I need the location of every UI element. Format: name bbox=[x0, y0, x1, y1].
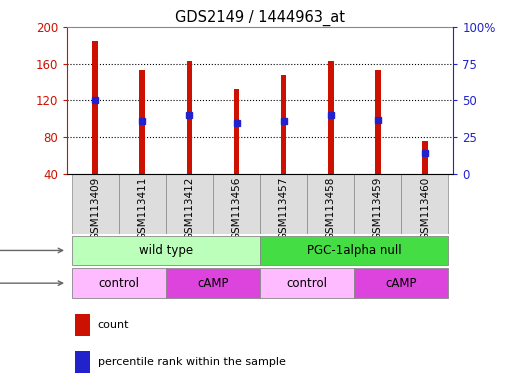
Text: wild type: wild type bbox=[139, 244, 193, 257]
Text: cAMP: cAMP bbox=[386, 276, 417, 290]
Title: GDS2149 / 1444963_at: GDS2149 / 1444963_at bbox=[175, 9, 345, 25]
Bar bbox=[72, 174, 119, 234]
Bar bbox=[401, 174, 449, 234]
Text: control: control bbox=[98, 276, 139, 290]
Text: count: count bbox=[98, 320, 129, 331]
Text: percentile rank within the sample: percentile rank within the sample bbox=[98, 357, 286, 367]
Text: GSM113457: GSM113457 bbox=[279, 177, 288, 240]
Text: GSM113409: GSM113409 bbox=[90, 177, 100, 240]
Bar bbox=[213, 174, 260, 234]
Bar bbox=[140, 70, 145, 174]
Text: PGC-1alpha null: PGC-1alpha null bbox=[307, 244, 402, 257]
Bar bbox=[186, 61, 192, 174]
Bar bbox=[119, 174, 166, 234]
Text: cAMP: cAMP bbox=[197, 276, 229, 290]
Text: GSM113459: GSM113459 bbox=[373, 177, 383, 240]
Text: control: control bbox=[287, 276, 328, 290]
Text: GSM113456: GSM113456 bbox=[232, 177, 242, 240]
Text: GSM113411: GSM113411 bbox=[138, 177, 147, 240]
Text: GSM113460: GSM113460 bbox=[420, 177, 430, 240]
Bar bbox=[234, 89, 239, 174]
Bar bbox=[75, 314, 90, 336]
Text: genotype/variation: genotype/variation bbox=[0, 245, 63, 255]
Bar bbox=[422, 141, 428, 174]
Text: GSM113458: GSM113458 bbox=[325, 177, 336, 240]
Bar bbox=[354, 174, 401, 234]
Bar bbox=[260, 268, 354, 298]
Text: GSM113412: GSM113412 bbox=[184, 177, 195, 240]
Bar bbox=[328, 61, 334, 174]
Bar bbox=[166, 174, 213, 234]
Text: agent: agent bbox=[0, 278, 63, 288]
Bar bbox=[354, 268, 449, 298]
Bar bbox=[92, 41, 98, 174]
Bar bbox=[281, 75, 286, 174]
Bar bbox=[72, 268, 166, 298]
Bar bbox=[260, 236, 449, 265]
Bar bbox=[260, 174, 307, 234]
Bar bbox=[75, 351, 90, 373]
Bar bbox=[166, 268, 260, 298]
Bar bbox=[375, 70, 381, 174]
Bar bbox=[307, 174, 354, 234]
Bar bbox=[72, 236, 260, 265]
